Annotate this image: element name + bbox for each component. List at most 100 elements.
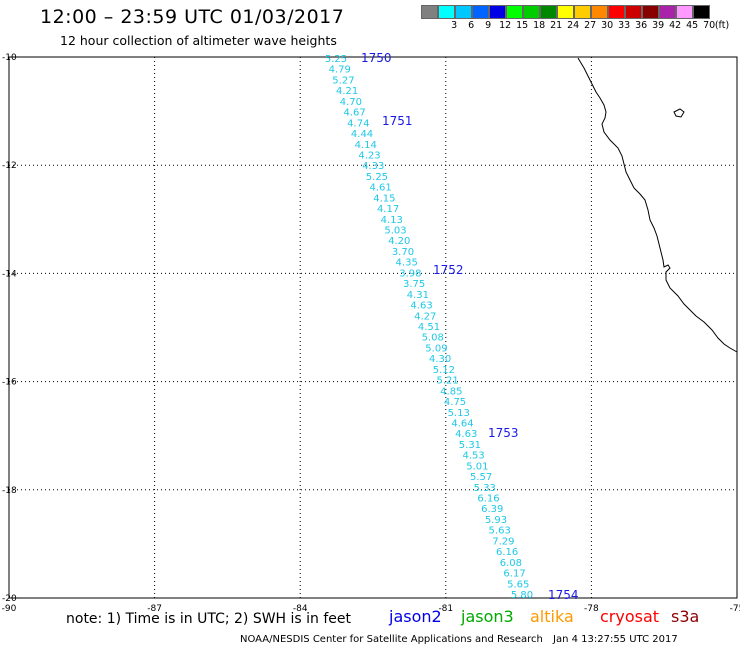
wave-height-value: 5.57 bbox=[470, 472, 492, 483]
legend-label: 45 bbox=[686, 20, 699, 31]
wave-height-value: 4.75 bbox=[444, 397, 466, 408]
wave-height-value: 5.09 bbox=[425, 343, 447, 354]
latitude-label: -14 bbox=[2, 269, 17, 279]
longitude-label: -84 bbox=[293, 604, 308, 614]
wave-height-value: 4.51 bbox=[418, 322, 440, 333]
island-shape bbox=[673, 108, 685, 118]
wave-height-value: 6.08 bbox=[500, 558, 522, 569]
wave-height-value: 5.21 bbox=[436, 376, 458, 387]
satellite-name-cryosat: cryosat bbox=[600, 607, 660, 626]
wave-height-value: 5.13 bbox=[448, 408, 470, 419]
longitude-label: -75 bbox=[730, 604, 740, 614]
legend-swatch bbox=[608, 5, 625, 19]
longitude-label: -87 bbox=[147, 604, 162, 614]
graticule bbox=[9, 57, 737, 598]
wave-height-value: 4.70 bbox=[340, 97, 362, 108]
wave-height-value: 4.23 bbox=[358, 150, 380, 161]
legend-label: 18 bbox=[533, 20, 546, 31]
wave-height-value: 4.31 bbox=[407, 290, 429, 301]
legend-swatch bbox=[438, 5, 455, 19]
legend-label: 24 bbox=[567, 20, 580, 31]
wave-height-value: 4.13 bbox=[381, 215, 403, 226]
wave-height-value: 4.67 bbox=[343, 108, 365, 119]
wave-height-value: 4.63 bbox=[410, 301, 432, 312]
wave-height-value: 3.75 bbox=[403, 279, 425, 290]
pass-number-label: 1753 bbox=[488, 426, 519, 440]
legend-label: 42 bbox=[669, 20, 682, 31]
satellite-name-jason2: jason2 bbox=[389, 607, 442, 626]
legend-swatch bbox=[421, 5, 438, 19]
wave-height-value: 5.25 bbox=[325, 54, 347, 65]
legend-swatch bbox=[455, 5, 472, 19]
units-note: note: 1) Time is in UTC; 2) SWH is in fe… bbox=[66, 611, 352, 627]
wave-height-value: 5.08 bbox=[422, 333, 444, 344]
legend-label: 15 bbox=[516, 20, 529, 31]
wave-height-value: 4.20 bbox=[388, 236, 410, 247]
longitude-label: -81 bbox=[438, 604, 453, 614]
wave-height-value: 4.17 bbox=[377, 204, 399, 215]
wave-height-value: 4.15 bbox=[373, 193, 395, 204]
wave-height-value: 4.35 bbox=[396, 258, 418, 269]
legend-swatch bbox=[472, 5, 489, 19]
wave-height-value: 5.12 bbox=[433, 365, 455, 376]
legend-label: 27 bbox=[584, 20, 597, 31]
wave-height-value: 4.61 bbox=[370, 183, 392, 194]
pass-number-label: 1750 bbox=[361, 51, 392, 65]
satellite-name-jason3: jason3 bbox=[461, 607, 514, 626]
longitude-label: -78 bbox=[584, 604, 599, 614]
wave-height-value: 4.14 bbox=[355, 140, 377, 151]
latitude-label: -12 bbox=[2, 161, 17, 171]
legend-swatch bbox=[642, 5, 659, 19]
wave-height-value: 3.70 bbox=[392, 247, 414, 258]
longitude-label: -90 bbox=[2, 604, 17, 614]
legend-swatch bbox=[676, 5, 693, 19]
latitude-label: -16 bbox=[2, 378, 17, 388]
wave-height-value: 4.21 bbox=[336, 86, 358, 97]
wave-height-value: 5.93 bbox=[485, 515, 507, 526]
legend-swatches bbox=[421, 5, 710, 19]
wave-height-value: 4.33 bbox=[362, 161, 384, 172]
wave-height-value: 4.74 bbox=[347, 118, 369, 129]
satellite-name-altika: altika bbox=[530, 607, 574, 626]
wave-height-value: 7.29 bbox=[492, 536, 514, 547]
credit-line: NOAA/NESDIS Center for Satellite Applica… bbox=[240, 634, 543, 645]
wave-height-value: 6.16 bbox=[477, 494, 499, 505]
legend-label: 30 bbox=[601, 20, 614, 31]
legend-label: 36 bbox=[635, 20, 648, 31]
wave-height-value: 4.64 bbox=[451, 418, 473, 429]
latitude-label: -10 bbox=[2, 53, 17, 63]
wave-height-value: 4.85 bbox=[440, 386, 462, 397]
map-subtitle: 12 hour collection of altimeter wave hei… bbox=[60, 33, 337, 48]
wave-height-value: 5.03 bbox=[384, 226, 406, 237]
legend-label: 70 bbox=[703, 20, 716, 31]
wave-height-value: 4.27 bbox=[414, 311, 436, 322]
wave-height-value: 6.17 bbox=[503, 569, 525, 580]
wave-height-value: 5.01 bbox=[466, 461, 488, 472]
latitude-label: -20 bbox=[2, 594, 17, 604]
legend-unit: (ft) bbox=[714, 20, 730, 31]
latitude-labels: -10 -12 -14 -16 -18 -20 bbox=[2, 53, 17, 604]
color-legend: 3 6 9 12 15 18 21 24 27 30 33 36 39 42 45 70 (ft) bbox=[421, 5, 729, 34]
wave-height-value: 5.25 bbox=[366, 172, 388, 183]
legend-swatch bbox=[540, 5, 557, 19]
legend-label: 21 bbox=[550, 20, 563, 31]
wave-height-value: 4.44 bbox=[351, 129, 373, 140]
wave-height-value: 5.80 bbox=[511, 590, 533, 601]
wave-height-value: 4.53 bbox=[463, 451, 485, 462]
legend-label: 9 bbox=[485, 20, 492, 31]
legend-label: 39 bbox=[652, 20, 665, 31]
legend-swatch bbox=[506, 5, 523, 19]
legend-swatch bbox=[557, 5, 574, 19]
coastline bbox=[577, 57, 738, 353]
map-title: 12:00 – 23:59 UTC 01/03/2017 bbox=[40, 6, 345, 28]
legend-label: 12 bbox=[499, 20, 512, 31]
wave-height-value: 5.65 bbox=[507, 579, 529, 590]
legend-swatch bbox=[591, 5, 608, 19]
pass-number-label: 1754 bbox=[548, 588, 579, 602]
wave-height-value: 3.98 bbox=[399, 268, 421, 279]
legend-swatch bbox=[489, 5, 506, 19]
pass-number-label: 1751 bbox=[382, 114, 413, 128]
legend-labels: 3 6 9 12 15 18 21 24 27 30 33 36 39 42 45 70 (ft) bbox=[421, 20, 729, 34]
legend-swatch bbox=[659, 5, 676, 19]
legend-swatch bbox=[625, 5, 642, 19]
